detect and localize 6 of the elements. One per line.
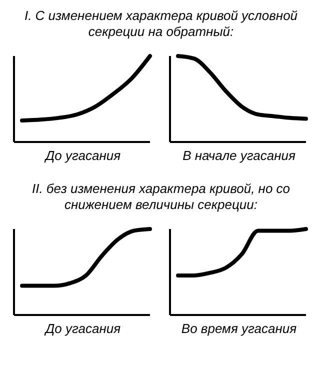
x-axis-title: В начале угасания	[182, 148, 296, 163]
x-axis-title: До угасания	[43, 148, 122, 163]
x-axis-title: Во время угасания	[180, 321, 298, 336]
chart-title: I. С изменением характера кривой условной секреции на обратный:	[23, 8, 299, 40]
x-axis-title: До угасания	[43, 321, 122, 336]
chart-title: II. без изменения характера кривой, но со снижением величины секреции:	[30, 181, 292, 213]
